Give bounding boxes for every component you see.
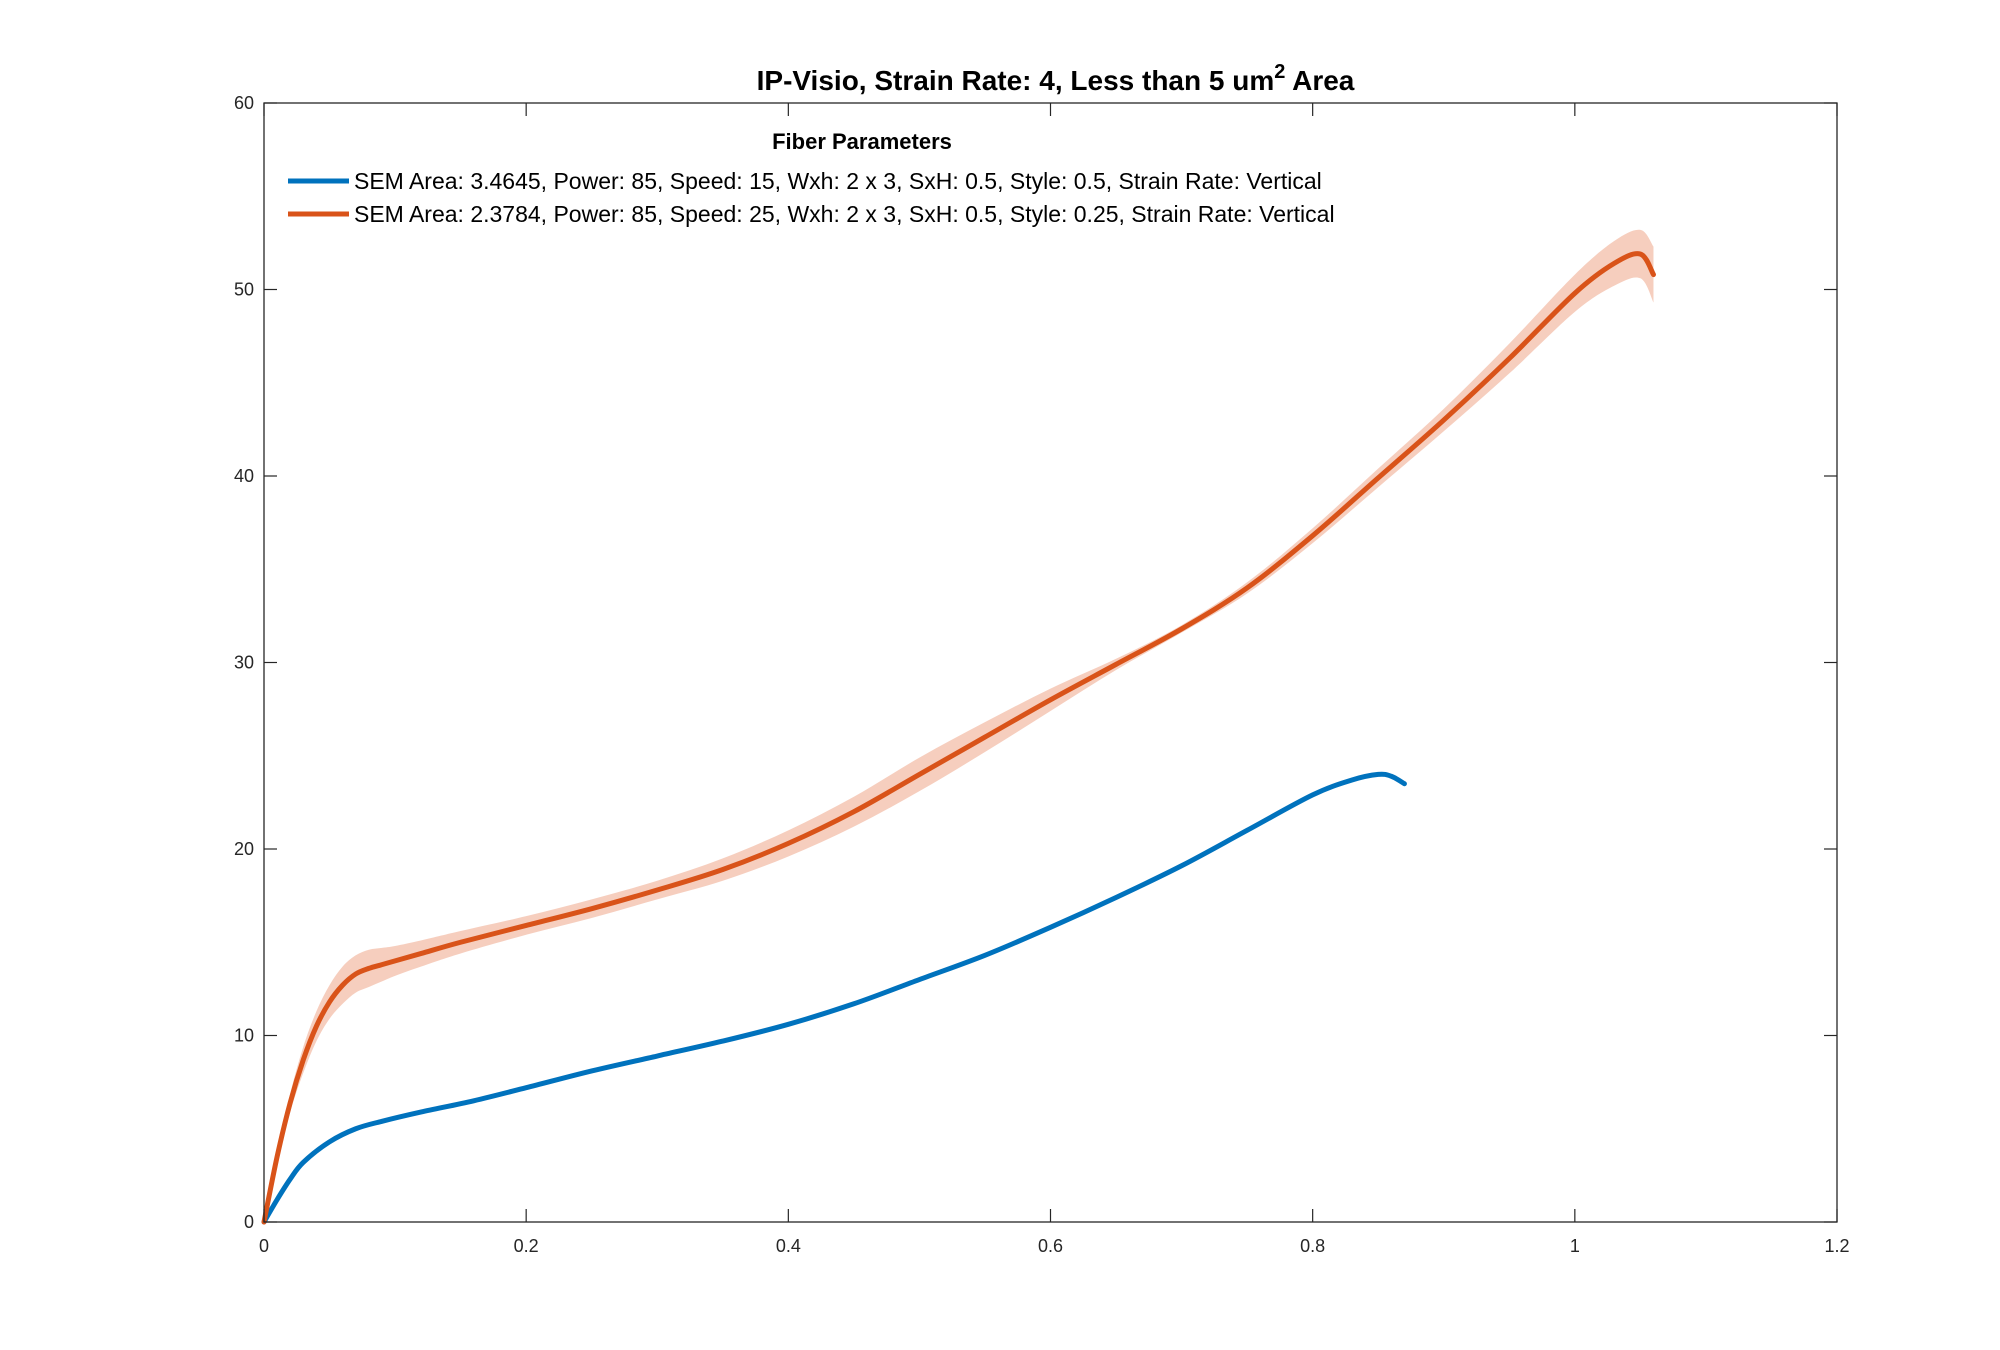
x-tick-label: 0: [259, 1236, 269, 1256]
legend-label-series-1: SEM Area: 3.4645, Power: 85, Speed: 15, …: [354, 168, 1322, 194]
y-tick-label: 40: [234, 466, 254, 486]
legend-title: Fiber Parameters: [772, 129, 952, 154]
x-tick-label: 0.6: [1038, 1236, 1063, 1256]
y-tick-label: 10: [234, 1026, 254, 1046]
y-tick-label: 20: [234, 839, 254, 859]
axis-tick-labels: 0 0.2 0.4 0.6 0.8 1 1.2 0 10 20 30 40 50 60: [234, 93, 1850, 1256]
x-tick-label: 0.8: [1300, 1236, 1325, 1256]
chart-title-superscript: 2: [1274, 61, 1285, 83]
chart-title-suffix: Area: [1285, 65, 1354, 96]
series-2-line: [261, 251, 1656, 1225]
y-tick-label: 0: [244, 1212, 254, 1232]
x-tick-label: 0.4: [776, 1236, 801, 1256]
series-lines: [261, 251, 1656, 1225]
x-tick-label: 1.2: [1824, 1236, 1849, 1256]
y-tick-label: 60: [234, 93, 254, 113]
x-tick-label: 1: [1570, 1236, 1580, 1256]
legend: Fiber Parameters SEM Area: 3.4645, Power…: [288, 129, 1335, 227]
x-tick-label: 0.2: [514, 1236, 539, 1256]
y-tick-label: 50: [234, 280, 254, 300]
legend-label-series-2: SEM Area: 2.3784, Power: 85, Speed: 25, …: [354, 201, 1335, 227]
y-tick-label: 30: [234, 653, 254, 673]
chart-title: IP-Visio, Strain Rate: 4, Less than 5 um…: [757, 61, 1355, 96]
series-1-line: [261, 771, 1407, 1225]
chart-title-main: IP-Visio, Strain Rate: 4, Less than 5 um: [757, 65, 1275, 96]
axis-ticks: [263, 102, 1838, 1223]
